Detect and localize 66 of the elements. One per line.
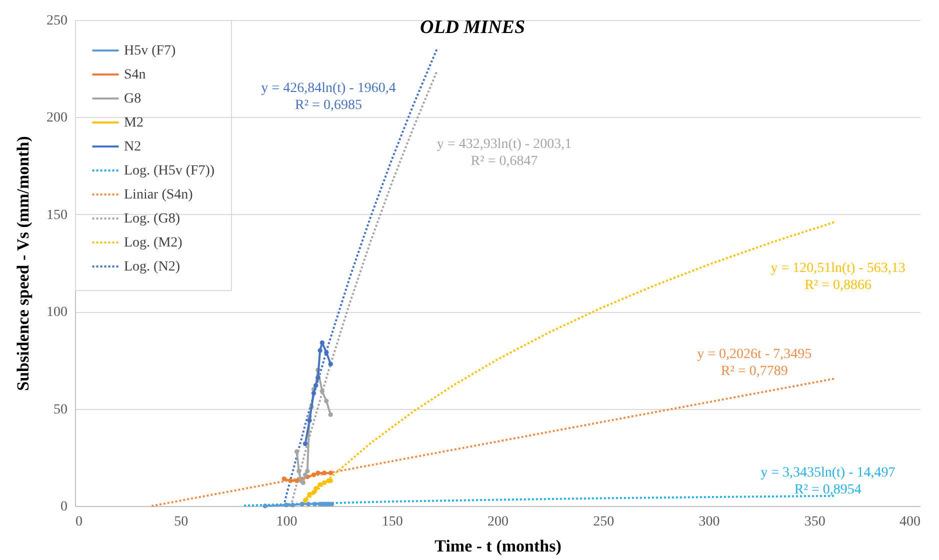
annotation: y = 0,2026t - 7,3495 R² = 0,7789: [697, 346, 812, 379]
point: [284, 502, 289, 508]
x-tick-label: 200: [488, 514, 508, 530]
annotation: y = 432,93ln(t) - 2003,1 R² = 0,6847: [436, 136, 572, 169]
point: [311, 390, 316, 396]
legend-label: Log. (M2): [124, 236, 183, 250]
point: [328, 470, 333, 476]
point: [312, 502, 318, 506]
point: [290, 502, 295, 508]
y-tick-label: 50: [54, 402, 68, 418]
y-tick-label: 200: [46, 110, 68, 126]
x-axis-title: Time - t (months): [434, 536, 562, 556]
point: [324, 350, 329, 355]
point: [305, 468, 310, 474]
point: [300, 502, 304, 506]
point: [318, 348, 322, 353]
point: [318, 482, 322, 487]
point: [311, 490, 316, 495]
legend-label: Log. (H5v (F7)): [124, 164, 215, 178]
point: [307, 418, 312, 423]
x-tick-label: 0: [76, 514, 82, 530]
legend-label: M2: [124, 116, 144, 130]
annotation: y = 3,3435ln(t) - 14,497 R² = 0,8954: [760, 465, 896, 498]
x-tick-label: 150: [382, 514, 403, 530]
point: [316, 375, 320, 380]
legend-label: Liniar (S4n): [124, 188, 194, 202]
y-tick-label: 100: [46, 305, 68, 320]
point: [282, 476, 286, 482]
x-tick-label: 50: [174, 514, 188, 530]
point: [294, 449, 300, 454]
point: [294, 478, 300, 484]
y-axis-title: Subsidence speed - Vs (mm/month): [14, 136, 32, 391]
point: [322, 470, 327, 476]
point: [313, 486, 318, 491]
point: [328, 412, 333, 417]
x-tick-label: 400: [900, 514, 920, 530]
legend-label: Log. (N2): [124, 260, 180, 274]
point: [302, 498, 308, 503]
annotation: y = 426,84ln(t) - 1960,4 R² = 0,6985: [261, 81, 396, 114]
y-tick-label: 0: [60, 500, 68, 514]
point: [302, 472, 308, 478]
point: [316, 470, 320, 476]
legend-label: N2: [124, 140, 142, 154]
legend-label: H5v (F7): [124, 44, 176, 58]
x-tick-label: 300: [698, 514, 720, 530]
point: [296, 468, 302, 474]
point: [262, 504, 268, 508]
x-tick-label: 350: [804, 514, 826, 530]
annotation: y = 120,51ln(t) - 563,13 R² = 0,8866: [770, 260, 906, 293]
legend-label: S4n: [124, 68, 146, 82]
x-tick-label: 100: [276, 514, 298, 530]
chart-title: OLD MINES: [420, 17, 526, 38]
point: [288, 478, 293, 484]
point: [328, 362, 333, 366]
point: [324, 398, 329, 404]
point: [311, 472, 316, 478]
y-tick-label: 150: [46, 208, 68, 223]
y-tick-label: 250: [46, 14, 68, 28]
legend-label: G8: [124, 92, 142, 106]
point: [307, 492, 312, 497]
point: [302, 441, 308, 446]
x-tick-label: 250: [593, 514, 614, 530]
point: [322, 480, 327, 486]
point: [306, 502, 311, 506]
legend-label: Log. (G8): [124, 212, 180, 226]
line-series: [243, 494, 836, 507]
